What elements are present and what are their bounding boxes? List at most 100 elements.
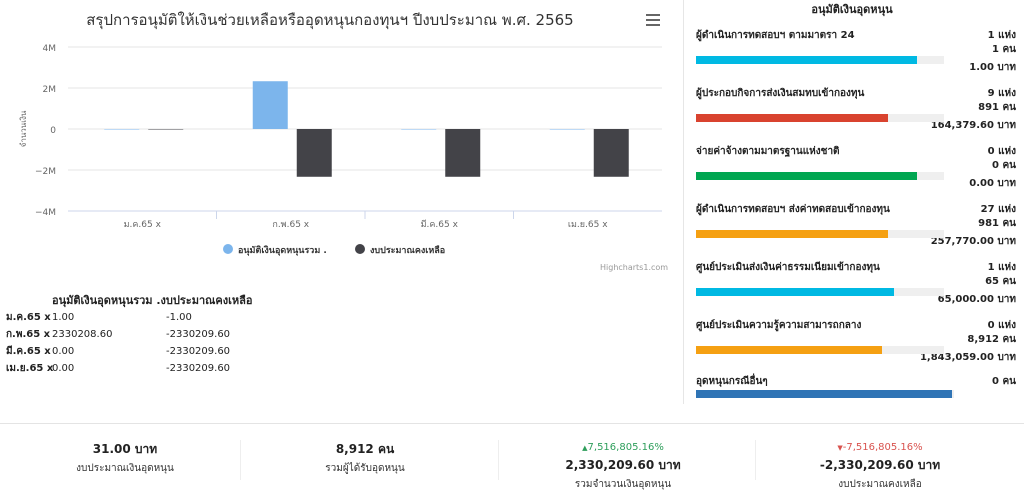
stat-label: งบประมาณคงเหลือ <box>838 479 922 490</box>
side-panel: อนุมัติเงินอุดหนุน ผู้ดำเนินการทดสอบฯ ตา… <box>683 0 1020 404</box>
progress-track <box>696 230 944 238</box>
approval-item-name: ผู้ดำเนินการทดสอบฯ ส่งค่าทดสอบเข้ากองทุน <box>696 204 890 215</box>
stat-value: 2,330,209.60 บาท <box>565 458 681 472</box>
table-approved-value: 1.00 <box>52 312 75 323</box>
table-category: มี.ค.65 x <box>6 346 51 357</box>
bar-chart: 4M 2M 0 −2M −4M จำนวนเงินม.ค.65 x ก.พ.65 x มี.ค… <box>19 44 662 256</box>
bar-approved <box>549 129 585 130</box>
bar-approved <box>104 128 140 130</box>
progress-track <box>696 390 954 398</box>
summary-stat: ▼-7,516,805.16% -2,330,209.60 บาทงบประมาณ… <box>755 424 1005 492</box>
y-tick-label: 4M <box>43 44 57 54</box>
progress-track <box>696 346 944 354</box>
stat-value: -2,330,209.60 บาท <box>819 458 941 472</box>
hamburger-menu-icon[interactable] <box>646 14 660 26</box>
legend-marker <box>355 244 365 254</box>
chart-panel: 4M 2M 0 −2M −4M จำนวนเงินม.ค.65 x ก.พ.65 x มี.ค… <box>0 0 680 290</box>
divider <box>240 440 241 480</box>
y-axis-title: จำนวนเงิน <box>19 110 28 147</box>
bar-approved <box>401 129 437 130</box>
legend-label[interactable]: อนุมัติเงินอุดหนุนรวม . <box>238 245 327 256</box>
progress-track <box>696 56 944 64</box>
approval-item-amount: 257,770.00 บาท <box>930 236 1016 247</box>
bar-remaining <box>593 129 629 177</box>
table-row: ก.พ.65 x 2330208.60 -2330209.60 <box>0 326 340 343</box>
stat-label: รวมผู้ได้รับอุดหนุน <box>325 463 405 474</box>
summary-stat: 8,912 คนรวมผู้ได้รับอุดหนุน <box>240 424 490 476</box>
approval-item-amount: 65,000.00 บาท <box>937 294 1016 305</box>
approval-item-people: 1 คน <box>992 44 1016 55</box>
approval-item-count: 0 แห่ง <box>987 320 1016 331</box>
approval-item: ศูนย์ประเมินความรู้ความสามารถกลาง 0 แห่ง 8… <box>696 318 1016 370</box>
legend-marker <box>223 244 233 254</box>
approval-item-amount: 1,843,059.00 บาท <box>919 352 1016 363</box>
bar-remaining <box>296 129 332 177</box>
progress-track <box>696 172 944 180</box>
x-tick-label: ม.ค.65 x <box>124 220 162 230</box>
summary-stat: 31.00 บาทงบประมาณเงินอุดหนุน <box>0 424 250 476</box>
progress-fill <box>696 230 888 238</box>
legend-label[interactable]: งบประมาณคงเหลือ <box>370 244 445 256</box>
y-tick-label: 2M <box>43 85 57 95</box>
approval-item: ผู้ดำเนินการทดสอบฯ ส่งค่าทดสอบเข้ากองทุน… <box>696 202 1016 254</box>
progress-track <box>696 114 944 122</box>
approval-item-name: ผู้ประกอบกิจการส่งเงินสมทบเข้ากองทุน <box>696 88 865 99</box>
table-row: ม.ค.65 x 1.00 -1.00 <box>0 309 340 326</box>
table-approved-value: 0.00 <box>52 363 75 374</box>
stat-label: รวมจำนวนเงินอุดหนุน <box>574 479 672 490</box>
approval-item: ผู้ดำเนินการทดสอบฯ ตามมาตรา 24 1 แห่ง 1 คน… <box>696 28 1016 80</box>
table-remaining-value: -2330209.60 <box>166 346 231 357</box>
approval-item-name: ผู้ดำเนินการทดสอบฯ ตามมาตรา 24 <box>696 30 855 41</box>
approval-item-count: 0 คน <box>992 376 1016 387</box>
table-approved-value: 2330208.60 <box>52 329 113 340</box>
y-tick-label: −2M <box>35 167 56 177</box>
approval-item-count: 0 แห่ง <box>987 146 1016 157</box>
bar-remaining <box>148 129 184 130</box>
approval-item-name: อุดหนุนกรณีอื่นๆ <box>696 376 768 387</box>
caret-up-icon: ▲ <box>582 444 588 452</box>
data-table: อนุมัติเงินอุดหนุนรวม .งบประมาณคงเหลือ ม… <box>0 292 340 377</box>
side-panel-title: อนุมัติเงินอุดหนุน <box>811 3 893 16</box>
summary-stat: ▲7,516,805.16% 2,330,209.60 บาท รวมจำนวนเง… <box>498 424 748 492</box>
progress-fill <box>696 172 917 180</box>
approval-item: ผู้ประกอบกิจการส่งเงินสมทบเข้ากองทุน 9 แห… <box>696 86 1016 138</box>
y-tick-label: −4M <box>35 208 56 218</box>
progress-track <box>696 288 944 296</box>
bar-remaining <box>445 129 481 177</box>
approval-item: ศูนย์ประเมินส่งเงินค่าธรรมเนียมเข้ากองทุ… <box>696 260 1016 312</box>
table-row: มี.ค.65 x 0.00 -2330209.60 <box>0 343 340 360</box>
table-remaining-value: -2330209.60 <box>166 329 231 340</box>
x-tick-label: ก.พ.65 x <box>272 220 309 230</box>
approval-item-people: 65 คน <box>985 276 1016 287</box>
x-tick-label: มี.ค.65 x <box>421 219 459 230</box>
table-category: เม.ย.65 x <box>6 363 54 374</box>
stat-value: 8,912 คน <box>335 442 395 456</box>
table-category: ก.พ.65 x <box>6 329 51 340</box>
stat-label: งบประมาณเงินอุดหนุน <box>76 463 174 474</box>
approval-item: จ่ายค่าจ้างตามมาตรฐานแห่งชาติ 0 แห่ง 0 คน 0… <box>696 144 1016 196</box>
approval-item-name: จ่ายค่าจ้างตามมาตรฐานแห่งชาติ <box>696 146 840 157</box>
approval-item-count: 9 แห่ง <box>987 88 1016 99</box>
approval-item-amount: 0.00 บาท <box>969 178 1016 189</box>
approval-item-count: 1 แห่ง <box>987 30 1016 41</box>
approval-item-people: 8,912 คน <box>967 334 1016 345</box>
y-tick-label: 0 <box>50 126 56 136</box>
x-tick-label: เม.ย.65 x <box>568 220 608 230</box>
progress-fill <box>696 288 894 296</box>
stat-value: 31.00 บาท <box>92 442 158 456</box>
approval-item-name: ศูนย์ประเมินความรู้ความสามารถกลาง <box>696 320 862 331</box>
approval-item-people: 891 คน <box>978 102 1016 113</box>
approval-item-count: 1 แห่ง <box>987 262 1016 273</box>
table-row: เม.ย.65 x 0.00 -2330209.60 <box>0 360 340 377</box>
stat-delta: ▼-7,516,805.16% <box>837 442 923 453</box>
progress-fill <box>696 390 952 398</box>
progress-fill <box>696 56 917 64</box>
table-header: อนุมัติเงินอุดหนุนรวม .งบประมาณคงเหลือ <box>52 294 253 307</box>
table-remaining-value: -2330209.60 <box>166 363 231 374</box>
chart-credits[interactable]: Highcharts1.com <box>600 263 669 272</box>
table-remaining-value: -1.00 <box>166 312 192 323</box>
table-approved-value: 0.00 <box>52 346 75 357</box>
caret-down-icon: ▼ <box>837 444 843 452</box>
progress-fill <box>696 346 882 354</box>
summary-bar: 31.00 บาท งบประมาณเงินอุดหนุน 8,912 คน รวมผ… <box>0 423 1024 499</box>
